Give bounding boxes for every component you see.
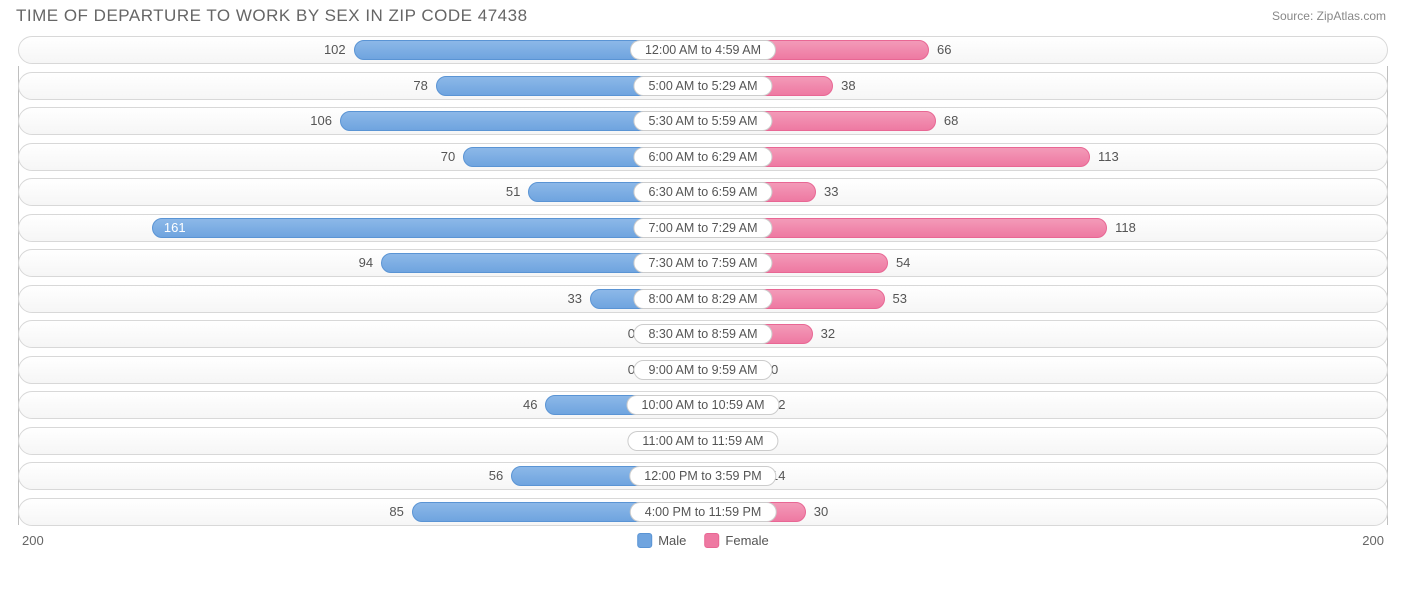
category-pill: 8:30 AM to 8:59 AM [633,324,772,344]
male-value: 46 [523,397,537,412]
chart-row: 70 113 6:00 AM to 6:29 AM [18,143,1388,171]
swatch-male [637,533,652,548]
legend: Male Female [637,533,769,548]
male-value: 94 [359,255,373,270]
category-pill: 6:30 AM to 6:59 AM [633,182,772,202]
chart-row: 78 38 5:00 AM to 5:29 AM [18,72,1388,100]
chart-row: 94 54 7:30 AM to 7:59 AM [18,249,1388,277]
category-pill: 10:00 AM to 10:59 AM [627,395,780,415]
chart-row: 51 33 6:30 AM to 6:59 AM [18,178,1388,206]
axis-right-value: 200 [1362,533,1384,548]
category-pill: 8:00 AM to 8:29 AM [633,289,772,309]
swatch-female [704,533,719,548]
category-pill: 7:30 AM to 7:59 AM [633,253,772,273]
category-pill: 6:00 AM to 6:29 AM [633,147,772,167]
chart-row: 33 53 8:00 AM to 8:29 AM [18,285,1388,313]
female-value: 32 [821,326,835,341]
female-value: 38 [841,78,855,93]
chart-row: 0511:00 AM to 11:59 AM [18,427,1388,455]
male-value: 78 [413,78,427,93]
legend-label-female: Female [725,533,768,548]
female-value: 54 [896,255,910,270]
male-bar [152,218,703,238]
chart-row: 161 118 7:00 AM to 7:29 AM [18,214,1388,242]
chart-row: 461210:00 AM to 10:59 AM [18,391,1388,419]
category-pill: 4:00 PM to 11:59 PM [630,502,777,522]
female-value: 68 [944,113,958,128]
legend-item-female: Female [704,533,768,548]
chart-row: 0328:30 AM to 8:59 AM [18,320,1388,348]
male-value: 33 [568,291,582,306]
female-value: 118 [1115,220,1136,235]
female-value: 30 [814,504,828,519]
chart-row: 561412:00 PM to 3:59 PM [18,462,1388,490]
male-value: 70 [441,149,455,164]
category-pill: 5:00 AM to 5:29 AM [633,76,772,96]
chart-row: 102 66 12:00 AM to 4:59 AM [18,36,1388,64]
category-pill: 12:00 AM to 4:59 AM [630,40,776,60]
axis-row: 200 200 Male Female [18,533,1388,555]
female-value: 33 [824,184,838,199]
axis-left-value: 200 [22,533,44,548]
male-value: 51 [506,184,520,199]
chart-row: 009:00 AM to 9:59 AM [18,356,1388,384]
male-value: 102 [324,42,346,57]
chart-title: TIME OF DEPARTURE TO WORK BY SEX IN ZIP … [16,6,528,26]
male-value: 56 [489,468,503,483]
chart-row: 106 68 5:30 AM to 5:59 AM [18,107,1388,135]
male-value: 85 [389,504,403,519]
chart-area: 102 66 12:00 AM to 4:59 AM 78 38 5:00 AM to 5… [0,32,1406,555]
male-value: 161 [164,220,186,235]
female-value: 53 [893,291,907,306]
category-pill: 9:00 AM to 9:59 AM [633,360,772,380]
legend-label-male: Male [658,533,686,548]
chart-row: 85 30 4:00 PM to 11:59 PM [18,498,1388,526]
category-pill: 7:00 AM to 7:29 AM [633,218,772,238]
category-pill: 5:30 AM to 5:59 AM [633,111,772,131]
source-label: Source: ZipAtlas.com [1272,9,1386,23]
category-pill: 11:00 AM to 11:59 AM [627,431,778,451]
male-value: 106 [310,113,332,128]
category-pill: 12:00 PM to 3:59 PM [629,466,776,486]
legend-item-male: Male [637,533,686,548]
female-value: 113 [1098,149,1119,164]
female-value: 66 [937,42,951,57]
